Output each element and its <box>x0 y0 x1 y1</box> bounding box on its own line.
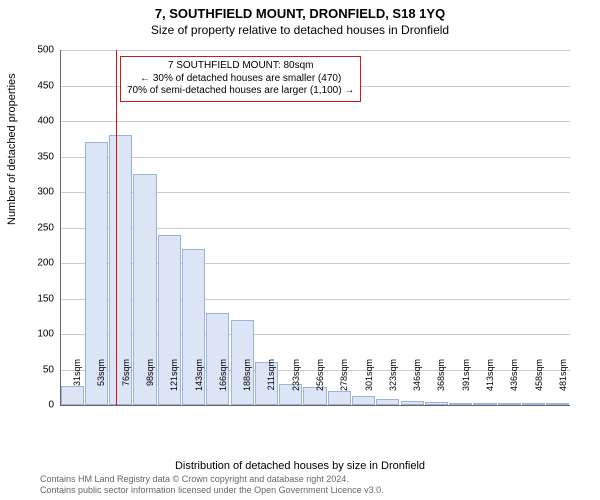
x-tick-label: 98sqm <box>145 359 155 399</box>
x-tick-label: 121sqm <box>169 359 179 399</box>
y-tick-label: 300 <box>24 187 54 198</box>
x-tick-label: 166sqm <box>218 359 228 399</box>
x-axis-label: Distribution of detached houses by size … <box>0 460 600 472</box>
x-tick-label: 233sqm <box>291 359 301 399</box>
annotation-line: 70% of semi-detached houses are larger (… <box>127 85 354 98</box>
y-tick-label: 0 <box>24 400 54 411</box>
x-tick-label: 458sqm <box>534 359 544 399</box>
chart-title: 7, SOUTHFIELD MOUNT, DRONFIELD, S18 1YQ <box>0 0 600 21</box>
chart-subtitle: Size of property relative to detached ho… <box>0 21 600 37</box>
x-tick-label: 391sqm <box>461 359 471 399</box>
y-tick-label: 200 <box>24 258 54 269</box>
x-tick-label: 481sqm <box>558 359 568 399</box>
footnote-line2: Contains public sector information licen… <box>40 485 384 496</box>
footnote: Contains HM Land Registry data © Crown c… <box>40 474 384 496</box>
x-tick-label: 256sqm <box>315 359 325 399</box>
footnote-line1: Contains HM Land Registry data © Crown c… <box>40 474 384 485</box>
x-axis-line <box>60 405 570 406</box>
y-axis-line <box>60 50 61 405</box>
x-tick-label: 413sqm <box>485 359 495 399</box>
y-tick-label: 350 <box>24 151 54 162</box>
gridline <box>60 121 570 122</box>
x-tick-label: 31sqm <box>72 359 82 399</box>
x-tick-label: 323sqm <box>388 359 398 399</box>
annotation-box: 7 SOUTHFIELD MOUNT: 80sqm← 30% of detach… <box>120 56 361 102</box>
chart-area: 05010015020025030035040045050031sqm53sqm… <box>60 50 570 405</box>
marker-line <box>116 50 117 405</box>
x-tick-label: 278sqm <box>339 359 349 399</box>
plot-region: 05010015020025030035040045050031sqm53sqm… <box>60 50 570 405</box>
gridline <box>60 50 570 51</box>
y-tick-label: 150 <box>24 293 54 304</box>
x-tick-label: 301sqm <box>364 359 374 399</box>
x-tick-label: 346sqm <box>412 359 422 399</box>
x-tick-label: 76sqm <box>121 359 131 399</box>
y-tick-label: 50 <box>24 364 54 375</box>
y-tick-label: 250 <box>24 222 54 233</box>
x-tick-label: 53sqm <box>96 359 106 399</box>
x-tick-label: 211sqm <box>266 359 276 399</box>
x-tick-label: 368sqm <box>436 359 446 399</box>
annotation-line: ← 30% of detached houses are smaller (47… <box>127 73 354 86</box>
y-tick-label: 450 <box>24 80 54 91</box>
y-tick-label: 100 <box>24 329 54 340</box>
gridline <box>60 157 570 158</box>
annotation-line: 7 SOUTHFIELD MOUNT: 80sqm <box>127 60 354 73</box>
y-axis-label: Number of detached properties <box>6 73 18 225</box>
x-tick-label: 188sqm <box>242 359 252 399</box>
y-tick-label: 400 <box>24 116 54 127</box>
x-tick-label: 436sqm <box>509 359 519 399</box>
x-tick-label: 143sqm <box>194 359 204 399</box>
y-tick-label: 500 <box>24 45 54 56</box>
